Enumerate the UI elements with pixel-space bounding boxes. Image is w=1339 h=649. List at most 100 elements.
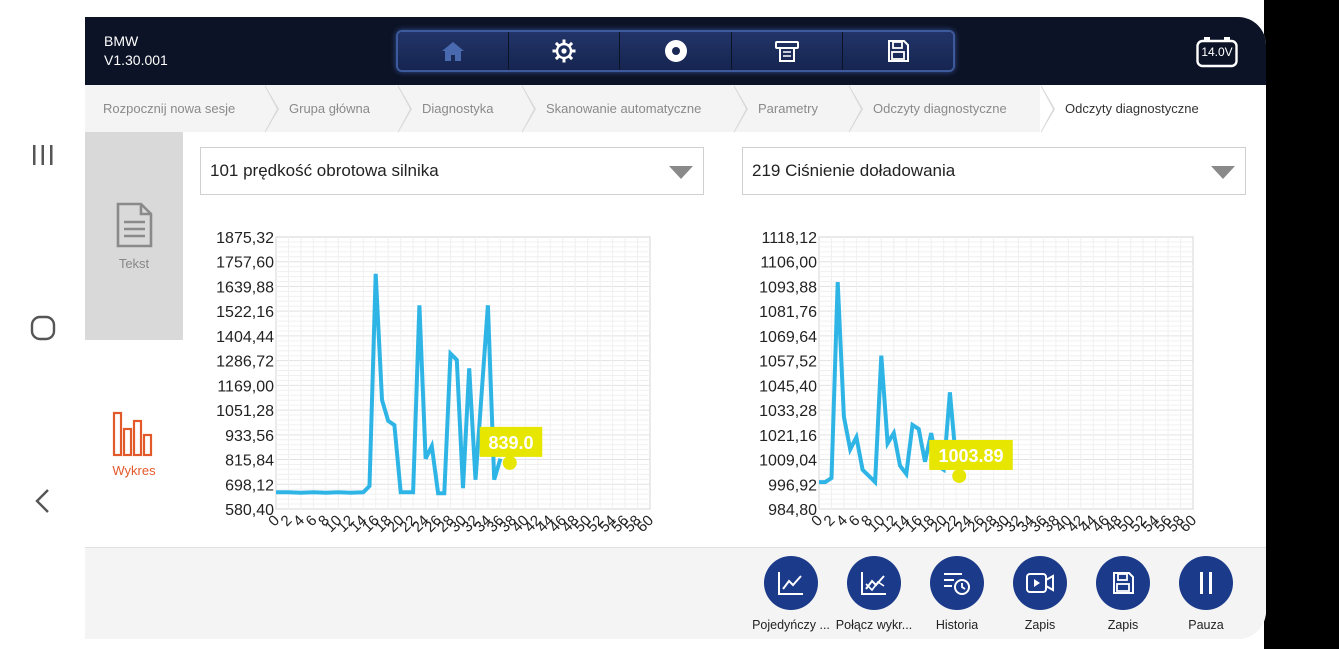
breadcrumb-separator-inner <box>397 85 410 133</box>
tab-wykres-label: Wykres <box>112 463 156 478</box>
tab-tekst[interactable]: Tekst <box>85 132 183 340</box>
parameter-select-left-value: 101 prędkość obrotowa silnika <box>210 161 439 180</box>
chevron-down-icon <box>669 166 693 179</box>
y-tick-label: 815,84 <box>225 453 274 470</box>
top-bar: BMW V1.30.001 <box>85 17 1266 85</box>
line-chart-svg: 1118,12 1106,00 1093,88 1081,76 1069,64 1057,… <box>759 230 1200 536</box>
y-tick-label: 1033,28 <box>759 403 817 420</box>
breadcrumb-label: Odczyty diagnostyczne <box>873 101 1007 116</box>
breadcrumb-item[interactable]: Rozpocznij nowa sesje <box>85 85 279 133</box>
history-button[interactable]: Historia <box>916 556 998 632</box>
y-tick-label: 984,80 <box>768 502 817 519</box>
y-tick-label: 1118,12 <box>762 230 818 247</box>
breadcrumb-label: Skanowanie automatyczne <box>546 101 702 116</box>
main-toolbar <box>396 30 955 72</box>
battery-icon <box>1196 37 1238 68</box>
parameter-select-right[interactable]: 219 Ciśnienie doładowania <box>742 147 1246 195</box>
parameter-select-right-value: 219 Ciśnienie doładowania <box>752 161 956 180</box>
record-video-button-circle <box>1013 556 1067 610</box>
y-tick-label: 1021,16 <box>759 428 817 445</box>
merge-chart-button-circle <box>847 556 901 610</box>
merge-chart-button-label: Połącz wykr... <box>835 618 913 632</box>
record-video-button-label: Zapis <box>1024 618 1056 632</box>
printer-icon <box>774 41 799 62</box>
breadcrumb-item[interactable]: Parametry <box>734 85 863 133</box>
y-tick-label: 1522,16 <box>216 304 274 321</box>
single-chart-button[interactable]: Pojedyńczy ... <box>750 556 832 632</box>
merge-chart-icon <box>861 572 886 595</box>
bottom-action-bar: Pojedyńczy ... Połącz wykr... <box>85 547 1266 639</box>
y-tick-label: 1081,76 <box>759 304 817 321</box>
breadcrumb-separator-inner <box>848 85 861 133</box>
record-video-button[interactable]: Zapis <box>999 556 1081 632</box>
chevron-down-icon <box>1211 166 1235 179</box>
pause-button-circle <box>1179 556 1233 610</box>
merge-chart-button[interactable]: Połącz wykr... <box>833 556 915 632</box>
value-tooltip-label: 839.0 <box>488 433 533 453</box>
y-tick-label: 1045,40 <box>759 378 817 395</box>
save-button[interactable] <box>842 32 953 70</box>
rpm-chart: 1875,32 1757,60 1639,88 1522,16 1404,44 1286,… <box>183 214 723 547</box>
recent-apps-icon[interactable] <box>0 140 85 170</box>
save-disk-icon <box>1113 572 1134 594</box>
breadcrumb-item[interactable]: Odczyty diagnostyczne <box>849 85 1055 133</box>
app-brand: BMW V1.30.001 <box>104 32 168 70</box>
value-tooltip-label: 1003.89 <box>938 446 1003 466</box>
breadcrumb-item[interactable]: Diagnostyka <box>398 85 536 133</box>
history-icon <box>944 573 970 595</box>
brand-name: BMW <box>104 33 139 49</box>
breadcrumb-label: Parametry <box>758 101 818 116</box>
y-tick-label: 1286,72 <box>216 354 274 371</box>
history-button-circle <box>930 556 984 610</box>
y-tick-label: 933,56 <box>225 428 274 445</box>
y-tick-label: 1069,64 <box>759 329 817 346</box>
single-chart-button-label: Pojedyńczy ... <box>752 618 830 632</box>
document-text-icon <box>116 202 153 247</box>
app-window: BMW V1.30.001 <box>85 17 1266 639</box>
battery-voltage: 14.0V <box>1196 36 1238 68</box>
line-chart-svg: 1875,32 1757,60 1639,88 1522,16 1404,44 1286,… <box>216 230 657 536</box>
single-chart-button-circle <box>764 556 818 610</box>
breadcrumb-separator-inner <box>733 85 746 133</box>
y-tick-label: 1009,04 <box>759 453 817 470</box>
settings-button[interactable] <box>509 32 621 70</box>
settings-gear-icon <box>552 39 576 63</box>
y-tick-label: 996,92 <box>768 477 817 494</box>
boost-pressure-chart: 1118,12 1106,00 1093,88 1081,76 1069,64 1057,… <box>725 214 1266 547</box>
print-button[interactable] <box>731 32 843 70</box>
pause-button-label: Pauza <box>1188 618 1224 632</box>
pause-button[interactable]: Pauza <box>1165 556 1247 632</box>
back-icon[interactable] <box>0 486 85 516</box>
y-tick-label: 1169,00 <box>217 378 274 395</box>
save-record-button-circle <box>1096 556 1150 610</box>
save-record-button[interactable]: Zapis <box>1082 556 1164 632</box>
breadcrumb-item[interactable]: Skanowanie automatyczne <box>522 85 748 133</box>
y-tick-label: 1639,88 <box>216 279 274 296</box>
y-tick-label: 1404,44 <box>216 329 274 346</box>
home-button[interactable] <box>398 32 510 70</box>
breadcrumb-label: Odczyty diagnostyczne <box>1065 101 1199 116</box>
value-marker[interactable] <box>952 468 967 483</box>
view-mode-tabs: Tekst Wykres <box>85 132 183 547</box>
app-version: V1.30.001 <box>104 52 168 68</box>
breadcrumb-label: Grupa główna <box>289 101 370 116</box>
chart-panel: 101 prędkość obrotowa silnika 219 Ciśnie… <box>183 132 1266 547</box>
value-marker[interactable] <box>502 455 517 470</box>
save-record-button-label: Zapis <box>1107 618 1139 632</box>
tab-wykres[interactable]: Wykres <box>85 340 183 547</box>
bar-chart-icon <box>112 411 153 457</box>
breadcrumb-label: Rozpocznij nowa sesje <box>103 101 236 116</box>
record-dot-icon <box>664 40 687 62</box>
breadcrumb-separator-inner <box>264 85 277 133</box>
breadcrumb: Rozpocznij nowa sesje Grupa główna Diagn… <box>85 85 1266 133</box>
breadcrumb-label: Diagnostyka <box>422 101 494 116</box>
parameter-select-left[interactable]: 101 prędkość obrotowa silnika <box>200 147 704 195</box>
home-system-icon[interactable] <box>0 313 85 343</box>
y-tick-label: 1106,00 <box>760 255 817 272</box>
record-button[interactable] <box>620 32 732 70</box>
home-icon <box>442 42 465 61</box>
y-tick-label: 580,40 <box>225 502 274 519</box>
breadcrumb-item[interactable]: Grupa główna <box>265 85 412 133</box>
single-chart-icon <box>778 572 803 595</box>
y-tick-label: 1093,88 <box>759 279 817 296</box>
